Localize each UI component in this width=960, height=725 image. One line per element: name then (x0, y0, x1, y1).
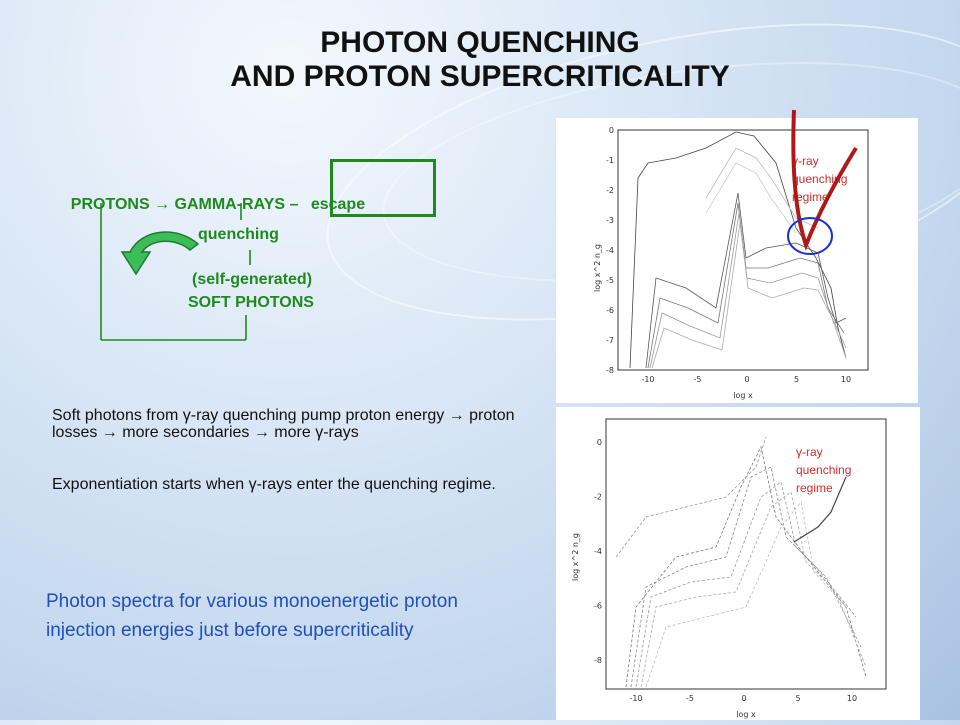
bottom-annotation-line-3: regime (796, 481, 833, 495)
top-plot-y-tick-label: 0 (609, 126, 614, 135)
slide-title: PHOTON QUENCHING AND PROTON SUPERCRITICA… (0, 26, 960, 94)
top-annotation-line-2: quenching (792, 172, 848, 186)
top-plot-ylabel: log x^2 n_g (593, 244, 602, 292)
top-annotation-line-3: regime (792, 190, 829, 204)
bottom-plot-svg: 0 -2 -4 -6 -8 -10 -5 0 5 10 log x^2 n_g log x (571, 418, 887, 719)
diagram-lines (100, 203, 251, 341)
bottom-plot-x-tick-label: -5 (686, 694, 694, 703)
top-plot-y-tick-label: -3 (606, 216, 614, 225)
bottom-plot-y-tick-label: -8 (594, 656, 602, 665)
bottom-plot-y-tick-label: -4 (594, 547, 602, 556)
bottom-plot-curves (615, 436, 867, 688)
title-line-1: PHOTON QUENCHING (320, 26, 640, 59)
bottom-plot-x-tick-label: 5 (795, 694, 800, 703)
top-plot-x-tick-label: 5 (794, 375, 799, 384)
bottom-plot-xlabel: log x (736, 710, 756, 719)
bottom-annotation-line-1: γ-ray (796, 445, 823, 459)
bottom-plot-ylabel: log x^2 n_g (571, 533, 580, 581)
bottom-plot-y-tick-label: -2 (594, 493, 602, 502)
top-plot-curves (629, 131, 847, 369)
bottom-plot-x-tick-label: -10 (629, 694, 642, 703)
top-plot-y-tick-label: -8 (606, 366, 614, 375)
top-plot-y-tick-label: -4 (606, 246, 614, 255)
top-plot-y-tick-label: -1 (606, 156, 614, 165)
bottom-plot-y-tick-label: 0 (597, 438, 602, 447)
gamma-rays-label: GAMMA-RAYS – (170, 196, 303, 213)
top-annotation-line-1: γ-ray (792, 154, 819, 168)
protons-label: PROTONS (70, 196, 155, 213)
top-spectrum-plot: 0 -1 -2 -3 -4 -5 -6 -7 -8 -10 -5 0 5 10 log x^2 n_g … (556, 118, 918, 403)
bottom-plot-x-tick-label: 0 (741, 694, 746, 703)
bullet-1: Soft photons from γ-ray quenching pump p… (52, 407, 515, 441)
top-plot-annotation: γ-ray quenching regime (792, 152, 847, 206)
top-plot-x-tick-label: -10 (641, 375, 654, 384)
top-plot-x-tick-label: 10 (841, 375, 851, 384)
bottom-spectrum-plot: 0 -2 -4 -6 -8 -10 -5 0 5 10 log x^2 n_g log x γ-… (556, 407, 920, 720)
bottom-plot-x-tick-label: 10 (847, 694, 857, 703)
bottom-plot-y-tick-label: -6 (594, 602, 602, 611)
top-plot-xlabel: log x (733, 391, 753, 400)
quenching-regime-markers (787, 109, 858, 255)
title-line-2: AND PROTON SUPERCRITICALITY (230, 60, 730, 93)
top-plot-y-tick-label: -7 (606, 336, 614, 345)
escape-label: escape (310, 196, 366, 213)
bottom-annotation-line-2: quenching (796, 463, 852, 477)
top-plot-x-tick-label: 0 (744, 375, 749, 384)
diagram-row-1: PROTONS → GAMMA-RAYS – escape (53, 178, 365, 232)
soft-photons-label: SOFT PHOTONS (188, 294, 314, 311)
escape-box (330, 159, 436, 217)
arrow-icon: → (154, 196, 171, 213)
quenching-label: quenching (198, 226, 279, 243)
bottom-plot-annotation: γ-ray quenching regime (796, 443, 851, 497)
top-plot-y-tick-label: -5 (606, 276, 614, 285)
top-plot-y-tick-label: -2 (606, 186, 614, 195)
bullet-2: Exponentiation starts when γ-rays enter … (52, 476, 496, 493)
figure-caption: Photon spectra for various monoenergetic… (46, 591, 458, 641)
top-plot-svg: 0-1-2-3-4-5-6-7-8 -10 -5 0 5 10 log x^2 n_g … (593, 126, 869, 400)
top-plot-x-tick-label: -5 (694, 375, 702, 384)
self-generated-label: (self-generated) (192, 271, 313, 288)
top-plot-y-tick-label: -6 (606, 306, 614, 315)
feedback-curved-arrow-icon (120, 231, 200, 276)
